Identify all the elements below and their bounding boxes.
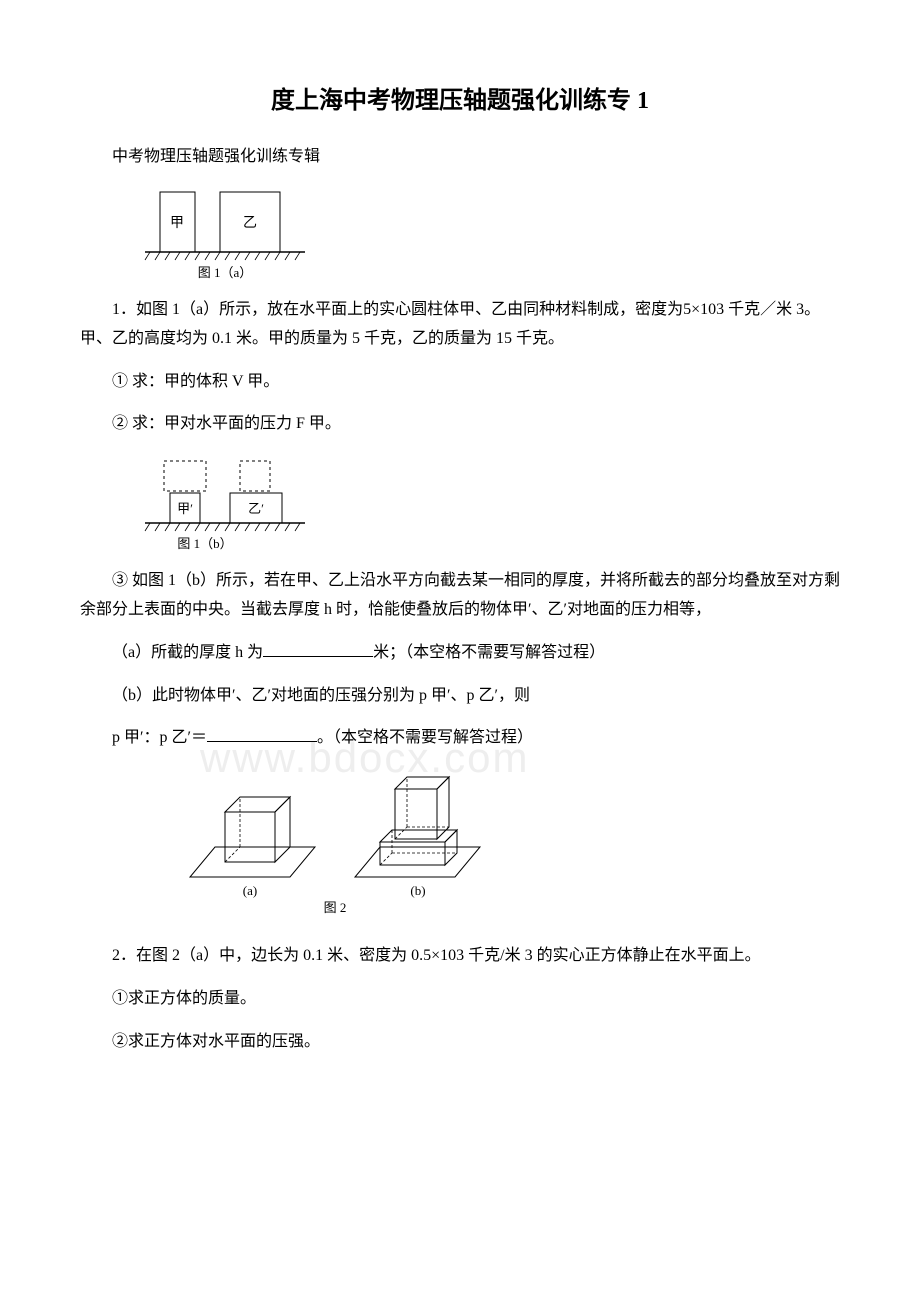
figure-1b-svg: 甲′ 乙′ 图 1（b） bbox=[140, 453, 310, 553]
blank-h bbox=[263, 641, 373, 657]
problem-1-q3a: （a）所截的厚度 h 为 米；（本空格不需要写解答过程） bbox=[80, 639, 840, 668]
fig1b-caption: 图 1（b） bbox=[177, 536, 232, 551]
problem-2-q1: ①求正方体的质量。 bbox=[80, 985, 840, 1014]
problem-1-intro: 1．如图 1（a）所示，放在水平面上的实心圆柱体甲、乙由同种材料制成，密度为5×… bbox=[80, 296, 840, 354]
q3b2-pre: p 甲′：p 乙′＝ bbox=[112, 729, 207, 746]
blank-ratio bbox=[207, 726, 317, 742]
fig2-label-b: (b) bbox=[410, 883, 425, 898]
problem-1-q1: ① 求：甲的体积 V 甲。 bbox=[80, 368, 840, 397]
problem-2-q2: ②求正方体对水平面的压强。 bbox=[80, 1028, 840, 1057]
figure-1a: 甲 乙 图 1（a） bbox=[140, 182, 840, 282]
fig1b-label-left: 甲′ bbox=[177, 501, 193, 516]
fig1a-caption: 图 1（a） bbox=[198, 265, 253, 280]
figure-2-svg: (a) (b) 图 2 bbox=[180, 767, 500, 917]
fig1b-label-right: 乙′ bbox=[248, 501, 264, 516]
figure-1a-svg: 甲 乙 图 1（a） bbox=[140, 182, 310, 282]
problem-2-intro: 2．在图 2（a）中，边长为 0.1 米、密度为 0.5×103 千克/米 3 … bbox=[80, 942, 840, 971]
page-title: 度上海中考物理压轴题强化训练专 1 bbox=[80, 80, 840, 123]
q3a-pre: （a）所截的厚度 h 为 bbox=[112, 644, 263, 661]
fig2-label-a: (a) bbox=[243, 883, 257, 898]
problem-1-q3: ③ 如图 1（b）所示，若在甲、乙上沿水平方向截去某一相同的厚度，并将所截去的部… bbox=[80, 567, 840, 625]
q3a-post: 米；（本空格不需要写解答过程） bbox=[373, 644, 605, 661]
figure-1b: 甲′ 乙′ 图 1（b） bbox=[140, 453, 840, 553]
fig2-caption: 图 2 bbox=[324, 900, 347, 915]
problem-1-q3b2: p 甲′：p 乙′＝ 。（本空格不需要写解答过程） bbox=[80, 724, 840, 753]
fig1a-label-left: 甲 bbox=[170, 216, 184, 231]
problem-1-q3b: （b）此时物体甲′、乙′对地面的压强分别为 p 甲′、p 乙′，则 bbox=[80, 682, 840, 711]
problem-1-q2: ② 求：甲对水平面的压力 F 甲。 bbox=[80, 410, 840, 439]
fig1a-label-right: 乙 bbox=[243, 215, 257, 231]
subtitle: 中考物理压轴题强化训练专辑 bbox=[80, 143, 840, 172]
q3b2-post: 。（本空格不需要写解答过程） bbox=[317, 729, 533, 746]
figure-2: (a) (b) 图 2 bbox=[180, 767, 840, 928]
